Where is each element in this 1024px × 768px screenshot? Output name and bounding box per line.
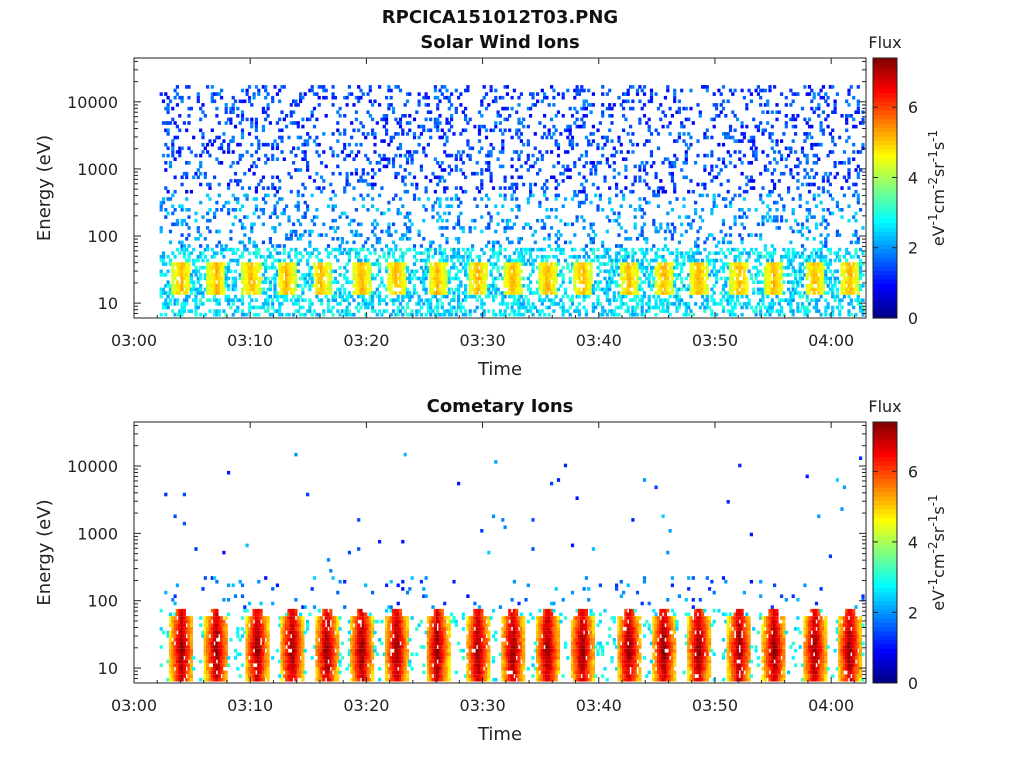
y-tick-label: 100 [87, 592, 118, 611]
y-tick-label: 10 [98, 659, 118, 678]
heatmap-cells [159, 85, 865, 317]
colorbar-tick-label: 0 [908, 309, 918, 328]
y-tick-label: 10 [98, 294, 118, 313]
x-tick-label: 04:00 [808, 331, 854, 350]
colorbar-tick-label: 0 [908, 674, 918, 693]
heatmap-cells [159, 452, 865, 682]
plot-frame [133, 421, 867, 684]
figure-title: RPCICA151012T03.PNG [382, 7, 618, 28]
colorbar-title: Flux [868, 33, 901, 52]
x-tick-label: 03:20 [343, 331, 389, 350]
x-tick-label: 03:40 [576, 696, 622, 715]
colorbar-tick-label: 2 [908, 239, 918, 258]
x-tick-label: 03:00 [111, 331, 157, 350]
colorbar-tick-label: 2 [908, 603, 918, 622]
panel-1: Solar Wind Ions 03:00 03:10 03:20 03:30 03:40… [34, 32, 948, 380]
colorbar-tick-label: 4 [908, 168, 918, 187]
x-tick-label: 03:50 [692, 331, 738, 350]
x-axis-label: Time [477, 724, 522, 745]
y-tick-label: 1000 [77, 160, 118, 179]
x-tick-label: 03:10 [227, 696, 273, 715]
colorbar: 0 2 4 6 Flux eV-1cm-2sr-1s-1 [868, 33, 948, 328]
x-tick-label: 03:40 [576, 331, 622, 350]
x-tick-label: 04:00 [808, 696, 854, 715]
colorbar-unit-label: eV-1cm-2sr-1s-1 [926, 494, 948, 610]
colorbar-tick-label: 6 [908, 462, 918, 481]
panel-2: Cometary Ions 03:00 03:10 03:20 03:30 03:40 03… [34, 396, 948, 745]
colorbar-tick-label: 6 [908, 98, 918, 117]
y-tick-label: 10000 [67, 457, 118, 476]
x-tick-label: 03:20 [343, 696, 389, 715]
x-tick-label: 03:50 [692, 696, 738, 715]
colorbar: 0 2 4 6 Flux eV-1cm-2sr-1s-1 [868, 397, 948, 693]
y-axis-label: Energy (eV) [34, 135, 55, 241]
colorbar-title: Flux [868, 397, 901, 416]
y-axis-label: Energy (eV) [34, 499, 55, 605]
y-tick-label: 100 [87, 227, 118, 246]
x-tick-label: 03:10 [227, 331, 273, 350]
colorbar-unit-label: eV-1cm-2sr-1s-1 [926, 130, 948, 246]
y-tick-label: 1000 [77, 524, 118, 543]
colorbar-tick-label: 4 [908, 533, 918, 552]
plot-frame [133, 57, 867, 319]
panel-title: Solar Wind Ions [420, 32, 579, 53]
x-tick-label: 03:00 [111, 696, 157, 715]
y-tick-label: 10000 [67, 93, 118, 112]
x-axis-label: Time [477, 359, 522, 380]
x-tick-label: 03:30 [460, 696, 506, 715]
panel-title: Cometary Ions [427, 396, 574, 417]
x-tick-label: 03:30 [460, 331, 506, 350]
